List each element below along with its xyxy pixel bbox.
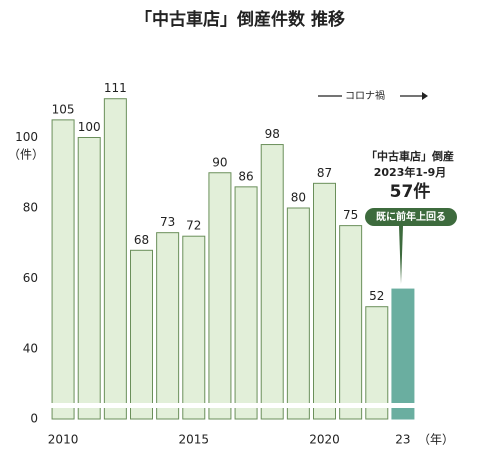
x-tick-label: 23 <box>395 433 410 447</box>
arrow-head <box>422 92 428 100</box>
x-tick-label: 2015 <box>179 433 210 447</box>
value-label: 68 <box>134 233 149 247</box>
badge <box>365 208 457 226</box>
axis-break <box>0 403 480 408</box>
value-label: 57件 <box>390 181 431 202</box>
value-label: 52 <box>369 289 384 303</box>
callout-text: 2023年1-9月 <box>374 165 447 179</box>
badge-text: 既に前年上回る <box>376 210 446 223</box>
bar <box>156 232 180 420</box>
y-tick-label: 60 <box>23 271 38 285</box>
value-label: 111 <box>104 81 127 95</box>
y-unit: （件） <box>8 148 44 162</box>
badge-pointer <box>399 226 403 284</box>
bar <box>286 207 310 420</box>
bar <box>103 98 127 420</box>
x-tick-label: 2020 <box>309 433 340 447</box>
x-unit: （年） <box>418 433 454 447</box>
bar <box>208 172 232 420</box>
value-label: 100 <box>78 120 101 134</box>
bar <box>313 182 336 420</box>
value-label: 73 <box>160 215 175 229</box>
value-label: 90 <box>212 155 227 169</box>
y-tick-label: 100 <box>15 130 38 144</box>
y-tick-label: 40 <box>23 342 38 356</box>
chart-title: 「中古車店」倒産件数 推移 <box>135 9 345 30</box>
bar <box>339 225 363 420</box>
bar <box>365 306 389 420</box>
value-label: 72 <box>186 219 201 233</box>
value-label: 75 <box>343 208 358 222</box>
value-label: 80 <box>291 191 306 205</box>
y-tick-label: 80 <box>23 201 38 215</box>
bar <box>260 144 284 420</box>
callout-text: 「中古車店」倒産 <box>366 149 454 163</box>
annotation: コロナ禍 <box>345 89 385 102</box>
y-tick-label: 0 <box>30 412 38 426</box>
value-label: 98 <box>265 127 280 141</box>
value-label: 86 <box>238 169 253 183</box>
bar <box>182 235 206 420</box>
x-tick-label: 2010 <box>48 433 79 447</box>
bar <box>51 119 75 420</box>
bar <box>391 288 415 420</box>
bar <box>77 137 101 420</box>
value-label: 105 <box>52 102 75 116</box>
bar <box>234 186 258 420</box>
bar <box>130 249 153 420</box>
value-label: 87 <box>317 166 332 180</box>
